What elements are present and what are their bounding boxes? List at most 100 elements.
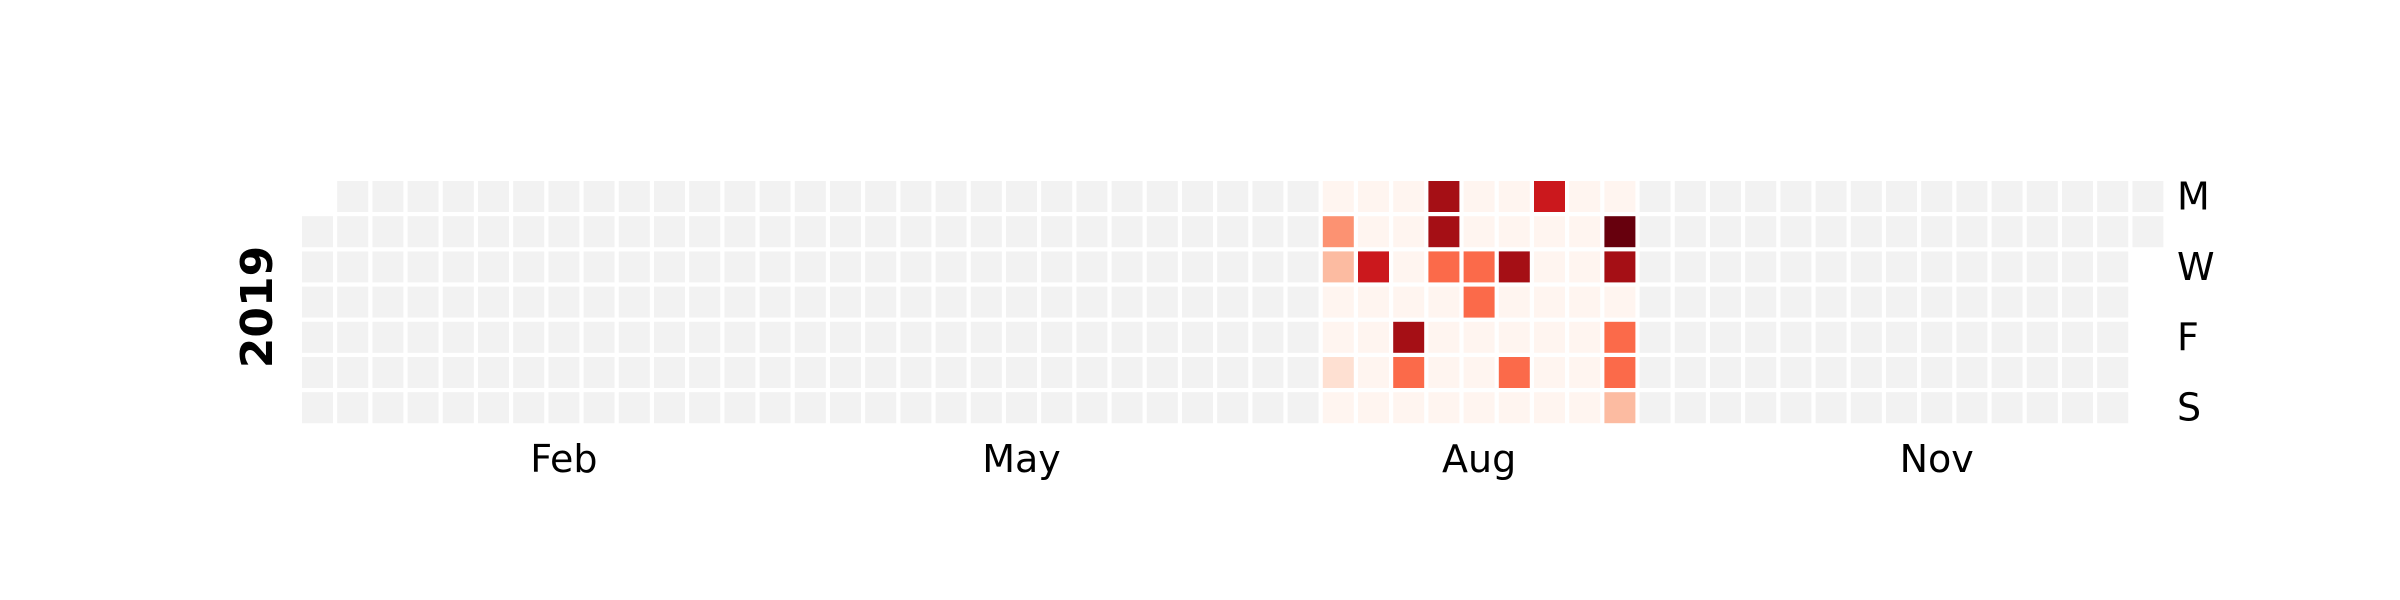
day-cell [548,251,580,283]
day-cell [1710,286,1741,318]
day-cell [970,286,1002,318]
day-cell [1146,216,1178,248]
day-cell [1111,286,1143,318]
day-cell [1991,251,2023,283]
day-cell [1780,357,1812,388]
day-cell [1991,392,2023,424]
day-cell [407,321,439,353]
day-cell [1428,321,1460,353]
day-cell [548,392,580,424]
day-cell [1358,286,1389,318]
day-cell [478,321,509,353]
day-cell [1604,392,1636,424]
day-cell [654,251,685,283]
month-label: Aug [1442,437,1516,481]
day-cell [970,357,1002,388]
day-cell [2026,357,2058,388]
day-cell [513,181,545,212]
day-cell [1569,286,1601,318]
day-cell [1393,286,1425,318]
day-cell [1639,321,1671,353]
day-cell [1463,286,1495,318]
day-cell [1991,286,2023,318]
day-cell [1111,321,1143,353]
day-cell [900,251,932,283]
day-cell [1182,392,1213,424]
day-cell [1217,216,1249,248]
day-cell [1006,181,1037,212]
day-cell [1322,181,1354,212]
day-cell [618,216,650,248]
day-cell [1076,286,1108,318]
day-cell [302,321,333,353]
day-cell [935,286,967,318]
day-cell [1569,181,1601,212]
day-cell [1217,251,1249,283]
day-cell [1886,216,1917,248]
day-cell [865,321,897,353]
day-cell [548,357,580,388]
day-cell [1534,251,1565,283]
day-cell [442,251,474,283]
day-cell [1287,286,1319,318]
day-cell [1287,321,1319,353]
day-cell [302,286,333,318]
day-cell [1428,251,1460,283]
day-cell [970,321,1002,353]
day-cell [1498,392,1530,424]
day-cell [865,181,897,212]
weekday-label: S [2177,386,2201,430]
day-cell [478,357,509,388]
day-cell [1745,216,1777,248]
day-cell [935,216,967,248]
day-cell [724,286,756,318]
day-cell [1146,181,1178,212]
day-cell [1111,251,1143,283]
day-cell [970,216,1002,248]
day-cell [1991,216,2023,248]
day-cell [1956,392,1988,424]
day-cell [654,286,685,318]
day-cell [1956,286,1988,318]
day-cell [689,321,721,353]
day-cell [337,181,369,212]
day-cell [724,181,756,212]
day-cell [1182,357,1213,388]
day-cell [407,251,439,283]
day-cell [970,392,1002,424]
day-cell [830,321,861,353]
day-cell [1850,357,1882,388]
day-cell [1850,392,1882,424]
day-cell [1006,357,1037,388]
day-cell [830,251,861,283]
day-cell [1393,392,1425,424]
day-cell [1745,357,1777,388]
day-cell [372,357,404,388]
day-cell [1886,357,1917,388]
day-cell [1674,286,1706,318]
day-cell [1674,216,1706,248]
day-cell [1182,181,1213,212]
heatmap-cells [302,181,2164,424]
day-cell [1217,181,1249,212]
day-cell [1428,286,1460,318]
day-cell [1956,321,1988,353]
day-cell [1498,357,1530,388]
day-cell [1393,181,1425,212]
day-cell [618,392,650,424]
day-cell [689,251,721,283]
day-cell [302,392,333,424]
day-cell [654,357,685,388]
day-cell [935,392,967,424]
day-cell [1111,216,1143,248]
day-cell [935,321,967,353]
day-cell [1076,251,1108,283]
day-cell [2097,392,2129,424]
day-cell [407,216,439,248]
day-cell [1534,286,1565,318]
month-label: Feb [530,437,597,481]
day-cell [1604,181,1636,212]
day-cell [1006,216,1037,248]
day-cell [337,357,369,388]
